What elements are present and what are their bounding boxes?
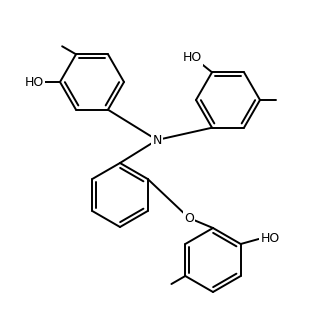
Text: HO: HO (261, 232, 280, 245)
Text: HO: HO (25, 75, 44, 88)
Text: O: O (184, 211, 194, 224)
Text: HO: HO (183, 51, 202, 64)
Text: N: N (152, 133, 162, 146)
